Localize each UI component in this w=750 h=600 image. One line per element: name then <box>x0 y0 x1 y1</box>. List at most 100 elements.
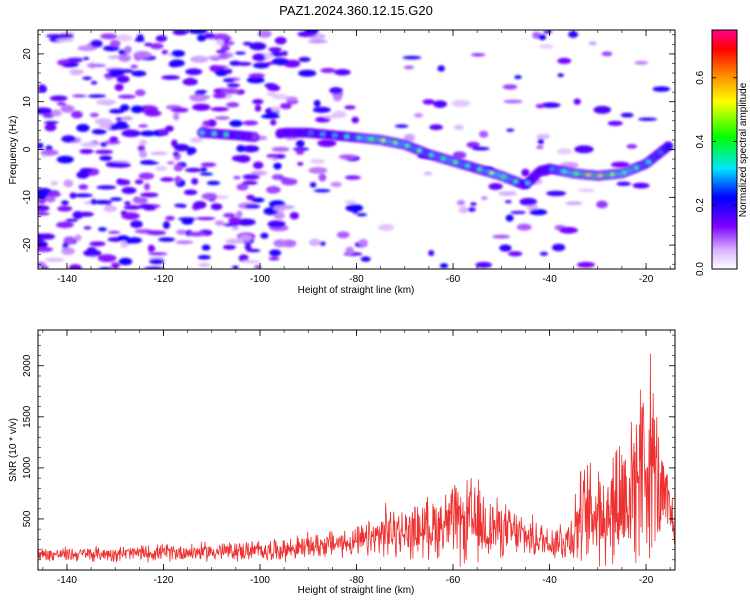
spectrogram-cell <box>140 192 159 198</box>
ridge-peak <box>513 179 518 184</box>
ridge-peak <box>344 134 350 139</box>
spectrogram-cell <box>233 175 241 180</box>
spectrogram-cell <box>137 144 146 152</box>
spectrogram-cell <box>244 243 252 251</box>
spectrogram-cell <box>577 188 595 193</box>
spectrogram-cell <box>334 69 351 76</box>
spectrogram-cell <box>98 227 107 232</box>
spectrogram-cell <box>61 247 75 255</box>
spectrogram-cell <box>439 263 449 269</box>
spectrogram-cell <box>60 104 75 113</box>
spectrogram-cell <box>79 167 93 173</box>
spectrogram-cell <box>295 148 305 155</box>
spectrogram-cell <box>225 238 244 244</box>
spectrogram-cell <box>134 89 146 97</box>
spectrogram-cell <box>47 191 61 198</box>
spectrogram-cell <box>540 102 561 108</box>
spectrogram-cell <box>437 65 445 72</box>
spectrogram-cell <box>323 115 342 119</box>
spectrogram-cell <box>222 78 236 83</box>
ridge-cell <box>250 133 258 141</box>
spectrogram-cell <box>253 265 262 269</box>
spectrogram-cell <box>235 61 252 66</box>
spectrogram-cell <box>333 94 342 102</box>
spectrogram-cell <box>253 161 264 170</box>
spectrogram-cell <box>519 197 538 206</box>
spectrogram-cell <box>109 136 119 143</box>
spectrogram-cell <box>270 221 281 227</box>
spectrogram-cell <box>610 161 630 168</box>
spectrogram-cell <box>38 107 53 115</box>
ridge-peak <box>368 137 374 141</box>
spectrogram-cell <box>414 113 424 118</box>
spectrogram-cell <box>521 168 530 177</box>
spectrogram-cell <box>539 251 549 256</box>
spectrogram-cell <box>38 233 47 241</box>
spectrogram-cell <box>117 235 130 242</box>
spectrogram-cell <box>172 151 180 157</box>
spectrogram-cell <box>110 123 130 130</box>
spectrogram-cell <box>471 53 486 57</box>
spectrogram-cell <box>253 62 270 69</box>
spectrogram-cell <box>56 155 74 164</box>
ridge-peak <box>634 166 639 170</box>
spectrogram-cell <box>38 142 44 149</box>
spectrogram-cell <box>90 39 103 48</box>
spectrogram-cell <box>162 221 171 230</box>
spectrogram-cell <box>96 185 117 190</box>
spectrogram-cell <box>257 30 272 38</box>
spectrogram-cell <box>118 94 136 99</box>
spectrogram-cell <box>223 244 236 250</box>
spectrogram-cell <box>298 69 317 77</box>
spectrogram-cell <box>196 34 207 42</box>
spectrogram-cell <box>378 223 395 232</box>
spectrogram-cell <box>271 146 290 152</box>
spectrogram-cell <box>516 223 532 231</box>
spectrogram-cell <box>62 243 69 249</box>
spectrogram-cell <box>601 51 613 57</box>
ridge-peak <box>392 141 398 145</box>
spectrogram-cell <box>115 117 123 121</box>
spectrogram-cell <box>155 35 168 42</box>
spectrogram-cell <box>118 257 133 266</box>
spectrogram-cell <box>626 144 638 149</box>
spectrogram-cell <box>171 107 189 113</box>
spectrogram-cell <box>94 118 113 125</box>
spectrogram-cell <box>148 252 168 256</box>
spectrogram-cell <box>271 57 289 66</box>
spectrogram-y-ticks: -20 -10 0 10 20 <box>22 34 675 265</box>
ridge-peak <box>199 131 205 135</box>
spectrogram-cell <box>189 137 204 143</box>
spectrogram-cell <box>210 107 229 112</box>
spectrogram-cell <box>57 205 73 212</box>
spectrogram-cell <box>130 220 143 229</box>
spectrogram-cell <box>105 161 122 168</box>
spectrogram-cell <box>209 65 220 72</box>
spectrogram-cell <box>289 211 300 220</box>
spectrogram-cell <box>422 99 435 105</box>
spectrogram-cell <box>165 125 174 132</box>
spectrogram-cell <box>242 174 260 180</box>
spectrogram-cell <box>242 259 261 264</box>
spectrogram-cell <box>220 45 231 51</box>
spectrogram-cell <box>38 212 50 216</box>
ridge-peak <box>585 173 591 177</box>
spectrogram-cell <box>76 123 90 132</box>
ridge-peak <box>236 133 241 137</box>
spectrogram-cell <box>506 128 515 132</box>
spectrogram-cell <box>279 103 292 110</box>
spectrogram-cell <box>131 70 147 77</box>
y-tick-label: 20 <box>22 48 33 60</box>
spectrogram-cell <box>250 170 268 176</box>
spectrogram-cell <box>351 116 360 124</box>
spectrogram-cell <box>77 45 97 52</box>
spectrogram-cell <box>94 200 113 205</box>
spectrogram-cell <box>356 213 368 217</box>
spectrogram-cell <box>336 231 350 239</box>
ridge-peak <box>610 172 615 176</box>
spectrogram-x-label: Height of straight line (km) <box>298 285 415 296</box>
spectrogram-cell <box>313 188 331 193</box>
x-tick-label: -20 <box>639 575 654 586</box>
spectrogram-cell <box>319 241 326 246</box>
